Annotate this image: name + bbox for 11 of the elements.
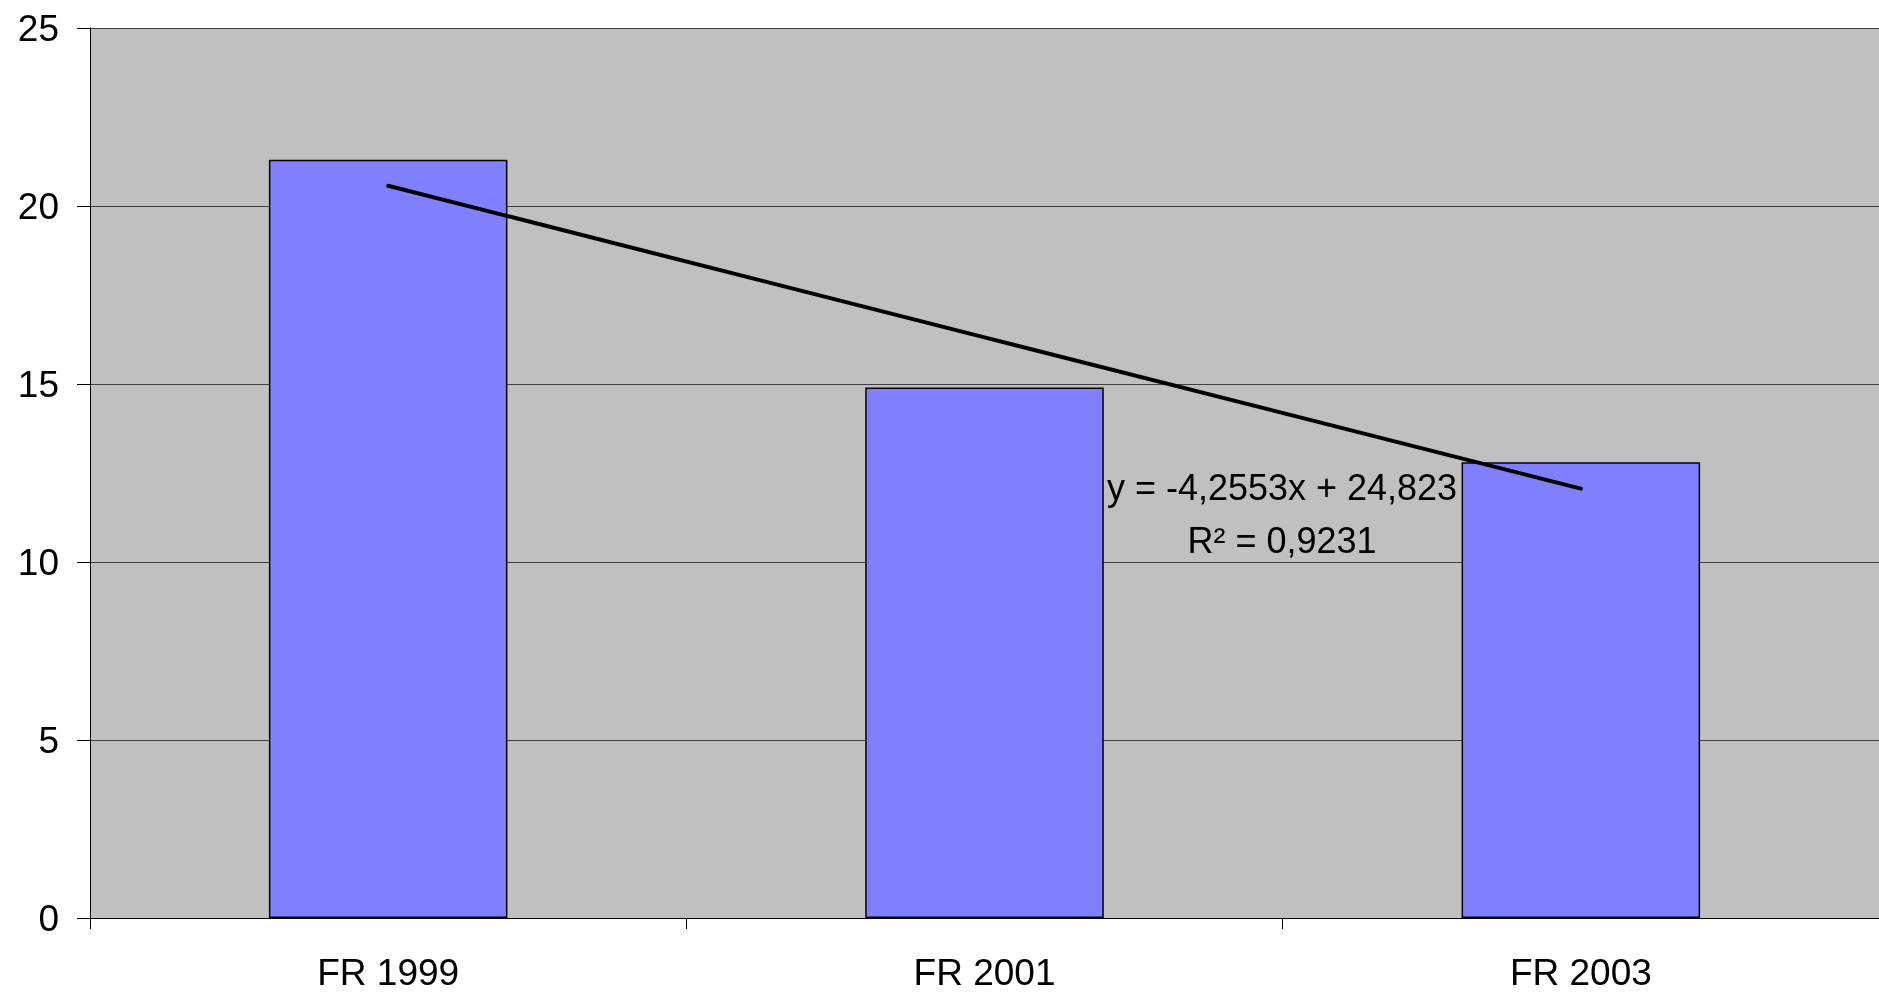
- y-tick-label: 0: [38, 897, 59, 939]
- y-tick-label: 5: [38, 719, 59, 761]
- y-tick-label: 25: [17, 7, 59, 49]
- x-tick-label: FR 2003: [1509, 952, 1652, 993]
- y-tick-label: 15: [17, 363, 59, 405]
- annotation: R² = 0,9231: [1187, 519, 1377, 561]
- x-tick-label: FR 1999: [317, 952, 460, 993]
- x-tick-label: FR 2001: [913, 952, 1056, 993]
- annotation: y = -4,2553x + 24,823: [1106, 466, 1458, 508]
- y-tick-label: 20: [17, 185, 59, 227]
- y-tick-label: 10: [17, 541, 59, 583]
